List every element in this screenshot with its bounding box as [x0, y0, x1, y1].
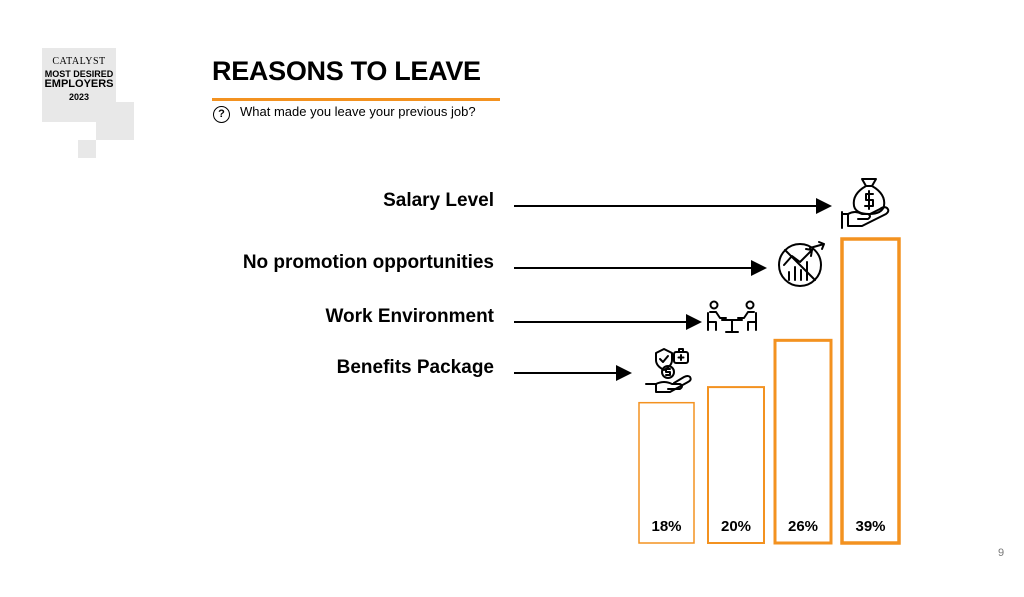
logo-line2: MOST DESIRED	[44, 69, 114, 79]
bar-value-label: 39%	[855, 518, 885, 535]
question-icon: ?	[213, 106, 230, 123]
page-title: REASONS TO LEAVE	[212, 56, 481, 86]
page-number: 9	[998, 547, 1005, 559]
page-subtitle: What made you leave your previous job?	[240, 104, 476, 119]
bar-0	[638, 401, 695, 544]
no-growth-chart-icon	[778, 241, 825, 287]
bar-2	[773, 338, 833, 545]
title-underline	[212, 98, 500, 101]
logo-brand: CATALYST	[52, 56, 106, 67]
meeting-table-icon	[707, 300, 757, 333]
bar-value-label: 26%	[788, 518, 818, 535]
logo-square	[96, 102, 134, 140]
hand-shield-money-icon	[645, 348, 692, 393]
logo-line3: EMPLOYERS	[44, 78, 114, 90]
category-label-salary-level: Salary Level	[383, 190, 494, 211]
bar-value-label: 20%	[721, 518, 751, 535]
bar-value-label: 18%	[651, 518, 681, 535]
catalyst-logo: CATALYST MOST DESIRED EMPLOYERS 2023	[42, 48, 134, 158]
bar-3	[840, 237, 901, 545]
category-label-work-environment: Work Environment	[325, 306, 494, 327]
logo-year: 2023	[68, 92, 90, 102]
bar-1	[707, 386, 765, 544]
money-bag-hand-icon	[841, 178, 890, 229]
logo-square	[78, 140, 96, 158]
category-label-benefits-package: Benefits Package	[336, 357, 494, 378]
logo-text: CATALYST MOST DESIRED EMPLOYERS 2023	[42, 56, 116, 102]
category-label-no-promotion-opportunities: No promotion opportunities	[242, 252, 494, 273]
